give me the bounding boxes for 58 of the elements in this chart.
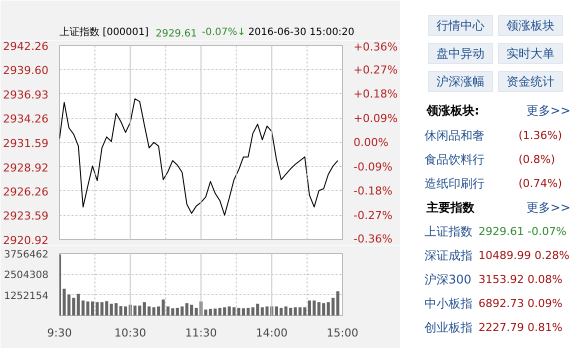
bar — [336, 291, 340, 316]
x-tick-label: 9:30 — [47, 326, 72, 340]
y2-tick-label: +0.27% — [354, 63, 398, 76]
y2-tick-label: 0.00% — [354, 136, 388, 149]
y2-tick-label: -0.27% — [354, 208, 392, 222]
text: 资金统计 — [506, 74, 554, 88]
text: 行情中心 — [436, 18, 484, 32]
x-tick-label: 14:00 — [256, 326, 288, 340]
text: 2929.61 — [156, 28, 197, 40]
text: 中小板指 — [424, 296, 472, 310]
text: 沪深300 — [424, 272, 472, 286]
y2-tick-label: +0.09% — [354, 112, 398, 125]
text: 2016-06-30 15:00:20 — [248, 27, 354, 38]
y-tick-label: 2920.92 — [3, 234, 49, 247]
text: 造纸印刷行 — [424, 176, 484, 190]
text: -0.07%↓ — [202, 27, 246, 38]
x-tick-label: 11:30 — [185, 326, 217, 340]
text: 领涨板块 — [506, 18, 554, 32]
text: 休闲品和奢 — [424, 128, 484, 142]
text: 更多>> — [526, 104, 570, 118]
y-tick-label: 2926.26 — [3, 185, 49, 198]
y-tick-label: 2942.26 — [3, 40, 49, 53]
text: 2929.61 -0.07% — [478, 225, 566, 238]
chart-title: 上证指数 [000001] — [60, 26, 149, 38]
text: (0.8%) — [518, 153, 556, 166]
y-tick-label: 1252154 — [4, 290, 49, 302]
y2-tick-label: +0.36% — [354, 40, 398, 54]
text: 创业板指 — [424, 320, 472, 334]
line-series — [60, 98, 338, 216]
y2-tick-label: -0.18% — [354, 184, 392, 198]
text: 主要指数 — [426, 200, 476, 214]
text: (0.74%) — [518, 177, 562, 190]
text: 领涨板块: — [426, 104, 480, 118]
y-tick-label: 3756462 — [4, 250, 49, 260]
y-tick-label: 2936.93 — [3, 88, 49, 102]
y-tick-label: 2504308 — [4, 270, 49, 282]
text: 6892.73 0.09% — [478, 297, 562, 310]
text: 10489.99 0.28% — [478, 249, 570, 262]
y2-tick-label: +0.18% — [354, 88, 398, 100]
text: 沪深涨幅 — [436, 74, 484, 88]
y-tick-label: 2934.26 — [3, 112, 49, 126]
text: 实时大单 — [506, 46, 554, 60]
y-tick-label: 2928.92 — [3, 161, 49, 174]
text: 上证指数 — [424, 224, 472, 238]
text: 3153.92 0.08% — [478, 273, 562, 286]
x-tick-label: 10:30 — [114, 326, 146, 340]
y2-tick-label: -0.09% — [354, 160, 392, 174]
text: 更多>> — [526, 200, 570, 214]
text: 盘中异动 — [436, 46, 484, 60]
y-tick-label: 2939.60 — [3, 64, 49, 78]
y2-tick-label: -0.36% — [354, 232, 392, 246]
y-tick-label: 2923.59 — [3, 210, 49, 223]
text: (1.36%) — [518, 129, 562, 142]
text: 2227.79 0.81% — [478, 321, 562, 334]
y-tick-label: 2931.59 — [3, 137, 49, 150]
text: 食品饮料行 — [424, 152, 484, 166]
text: 深证成指 — [424, 248, 472, 262]
x-tick-label: 15:00 — [326, 326, 358, 340]
